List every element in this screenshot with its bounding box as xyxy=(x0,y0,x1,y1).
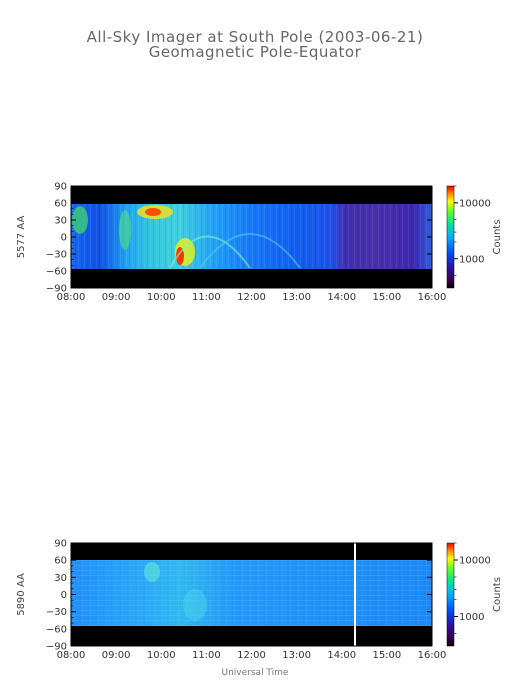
colorbar xyxy=(447,543,454,646)
x-tick-label: 14:00 xyxy=(327,292,356,303)
y-tick-label: 0 xyxy=(61,233,67,244)
x-tick-label: 16:00 xyxy=(418,650,447,661)
x-tick-label: 09:00 xyxy=(102,292,131,303)
x-axis-label: Universal Time xyxy=(0,668,510,678)
colorbar-tick-label: 10000 xyxy=(459,198,491,209)
y-tick-label: −30 xyxy=(46,607,67,618)
data-gap-line xyxy=(354,543,356,646)
y-tick-label: 90 xyxy=(54,539,67,550)
x-tick-label: 10:00 xyxy=(147,292,176,303)
colorbar-label: Counts xyxy=(492,577,503,612)
x-tick-label: 15:00 xyxy=(372,292,401,303)
x-tick-label: 08:00 xyxy=(57,650,86,661)
x-tick-label: 09:00 xyxy=(102,650,131,661)
x-tick-label: 11:00 xyxy=(192,292,221,303)
x-tick-label: 11:00 xyxy=(192,650,221,661)
x-tick-label: 12:00 xyxy=(237,650,266,661)
y-tick-label: 0 xyxy=(61,590,67,601)
y-axis-label: 5890 AA xyxy=(16,573,27,616)
x-tick-label: 10:00 xyxy=(147,650,176,661)
data-texture xyxy=(71,560,432,626)
y-tick-label: 30 xyxy=(54,573,67,584)
aurora-feature xyxy=(145,208,161,216)
y-tick-label: −60 xyxy=(46,267,67,278)
x-tick-label: 13:00 xyxy=(282,650,311,661)
y-axis-label: 5577 AA xyxy=(16,216,27,259)
aurora-feature xyxy=(119,210,131,250)
y-tick-label: −30 xyxy=(46,250,67,261)
aurora-feature xyxy=(144,562,160,582)
y-tick-label: 60 xyxy=(54,199,67,210)
x-tick-label: 15:00 xyxy=(372,650,401,661)
x-tick-label: 16:00 xyxy=(418,292,447,303)
x-tick-label: 12:00 xyxy=(237,292,266,303)
y-tick-label: 60 xyxy=(54,556,67,567)
x-tick-label: 08:00 xyxy=(57,292,86,303)
y-tick-label: 30 xyxy=(54,216,67,227)
y-tick-label: 90 xyxy=(54,182,67,193)
aurora-feature xyxy=(183,589,207,621)
x-tick-label: 14:00 xyxy=(327,650,356,661)
colorbar-label: Counts xyxy=(492,220,503,255)
colorbar-tick-label: 1000 xyxy=(459,612,484,623)
colorbar xyxy=(447,186,454,288)
x-tick-label: 13:00 xyxy=(282,292,311,303)
y-tick-label: −60 xyxy=(46,624,67,635)
colorbar-tick-label: 1000 xyxy=(459,254,484,265)
colorbar-tick-label: 10000 xyxy=(459,555,491,566)
